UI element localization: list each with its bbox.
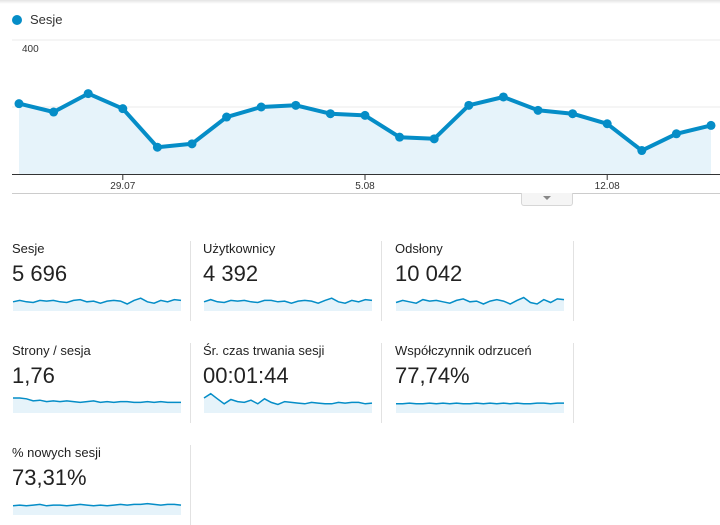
metric-label: Odsłony (395, 241, 443, 256)
x-ticks: 29.07 5.08 12.08 (110, 175, 620, 192)
sparkline (12, 297, 182, 311)
data-point[interactable] (291, 100, 301, 110)
legend-label: Sesje (30, 12, 63, 27)
metric-tile-avg-session-duration[interactable]: Śr. czas trwania sesji 00:01:44 (203, 343, 382, 423)
sparkline-area (13, 503, 181, 515)
data-point[interactable] (429, 134, 439, 144)
sparkline (12, 502, 182, 515)
metric-tile-pageviews[interactable]: Odsłony 10 042 (395, 241, 574, 321)
metric-value: 10 042 (395, 261, 463, 286)
metric-label: Śr. czas trwania sesji (203, 343, 325, 358)
x-tick-label: 12.08 (595, 181, 620, 192)
sparkline (13, 397, 181, 413)
data-point[interactable] (464, 100, 474, 110)
chart-legend[interactable]: Sesje (12, 12, 63, 27)
sparkline-area (204, 298, 372, 311)
top-shadow (0, 0, 720, 4)
metric-label: Współczynnik odrzuceń (395, 343, 532, 358)
metric-value: 5 696 (12, 261, 68, 286)
data-point[interactable] (637, 146, 647, 156)
sparkline-line (12, 502, 182, 507)
y-tick-label-400: 400 (22, 44, 39, 55)
metric-value: 1,76 (12, 363, 55, 388)
metric-label: % nowych sesji (12, 445, 101, 460)
metric-tile-users[interactable]: Użytkownicy 4 392 (203, 241, 382, 321)
sparkline-area (204, 393, 372, 413)
sparkline-area (396, 403, 564, 413)
metric-value: 77,74% (395, 363, 470, 388)
sparkline (203, 297, 373, 311)
data-point[interactable] (325, 109, 335, 119)
metric-tile-bounce-rate[interactable]: Współczynnik odrzuceń 77,74% (395, 343, 574, 423)
sparkline-line (203, 297, 373, 304)
data-point[interactable] (14, 99, 24, 109)
data-point[interactable] (395, 132, 405, 142)
sparkline (395, 296, 565, 311)
data-points (14, 89, 716, 156)
data-point[interactable] (118, 104, 128, 114)
chevron-down-icon (543, 196, 551, 200)
data-point[interactable] (222, 112, 232, 122)
data-point[interactable] (83, 89, 93, 99)
sparkline-area (396, 297, 564, 311)
sparkline-line (12, 297, 182, 305)
data-point[interactable] (533, 105, 543, 115)
metric-label: Sesje (12, 241, 45, 256)
data-point[interactable] (360, 110, 370, 120)
metric-tile-new-sessions[interactable]: % nowych sesji 73,31% (12, 445, 191, 525)
metric-label: Strony / sesja (12, 343, 91, 358)
data-point[interactable] (256, 102, 266, 112)
x-tick-label: 5.08 (355, 181, 375, 192)
data-point[interactable] (152, 142, 162, 152)
x-tick-label: 29.07 (110, 181, 135, 192)
metric-label: Użytkownicy (203, 241, 276, 256)
metric-tile-sessions[interactable]: Sesje 5 696 (12, 241, 191, 321)
metric-tile-pages-per-session[interactable]: Strony / sesja 1,76 (12, 343, 191, 423)
data-point[interactable] (568, 109, 578, 119)
sparkline (396, 402, 564, 413)
sparkline-area (13, 298, 181, 311)
collapse-chart-button[interactable] (521, 193, 573, 206)
data-point[interactable] (187, 139, 197, 149)
data-point[interactable] (706, 120, 716, 130)
metric-value: 73,31% (12, 465, 87, 490)
metric-value: 00:01:44 (203, 363, 289, 388)
legend-dot (12, 14, 22, 25)
data-point[interactable] (671, 129, 681, 139)
sparkline-line (395, 296, 565, 305)
data-point[interactable] (498, 92, 508, 102)
sparkline-line (203, 392, 373, 406)
data-point[interactable] (49, 107, 59, 117)
sparkline (203, 392, 373, 413)
sparkline-line (13, 397, 181, 404)
data-point[interactable] (602, 119, 612, 129)
sparkline-line (396, 402, 564, 405)
metric-value: 4 392 (203, 261, 259, 286)
